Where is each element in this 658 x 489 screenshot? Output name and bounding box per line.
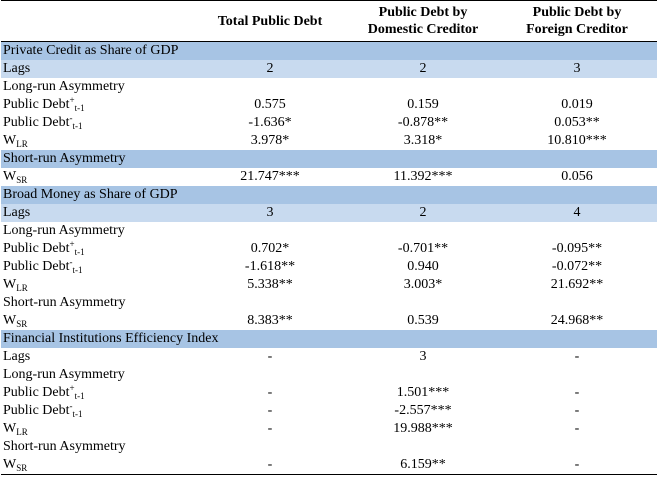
row-label-long-run: Long-run Asymmetry bbox=[3, 367, 125, 382]
cell: 21.747*** bbox=[240, 169, 300, 184]
cell: -0.095** bbox=[551, 241, 603, 256]
cell: -1.618** bbox=[244, 259, 296, 274]
cell: 0.159 bbox=[407, 97, 439, 112]
row-label-wlr: WLR bbox=[3, 133, 28, 149]
cell: 10.810*** bbox=[547, 133, 607, 148]
cell: -1.636* bbox=[248, 115, 292, 130]
results-table: Total Public Debt Public Debt by Domestic… bbox=[1, 0, 657, 475]
table-row: Short-run Asymmetry bbox=[1, 438, 657, 456]
table-row: Long-run Asymmetry bbox=[1, 78, 657, 96]
cell: - bbox=[574, 421, 580, 436]
table-row: Long-run Asymmetry bbox=[1, 366, 657, 384]
table-row: WLR 5.338** 3.003* 21.692** bbox=[1, 276, 657, 294]
section-header-fin-inst: Financial Institutions Efficiency Index bbox=[1, 330, 657, 348]
table-row: Lags 3 2 4 bbox=[1, 204, 657, 222]
cell: 11.392*** bbox=[393, 169, 453, 184]
cell: 3.318* bbox=[403, 133, 443, 148]
cell: 2 bbox=[191, 60, 349, 78]
row-label-lags: Lags bbox=[1, 204, 191, 222]
table-row: Public Debt+t-1 0.575 0.159 0.019 bbox=[1, 96, 657, 114]
row-label-wlr: WLR bbox=[3, 277, 28, 293]
cell: - bbox=[191, 456, 349, 475]
row-label-public-debt-plus: Public Debt+t-1 bbox=[3, 383, 85, 401]
cell: 2 bbox=[349, 60, 497, 78]
cell: 19.988*** bbox=[393, 421, 453, 436]
table-row: Long-run Asymmetry bbox=[1, 222, 657, 240]
cell: 3.003* bbox=[403, 277, 443, 292]
table-row: Public Debt-t-1 - -2.557*** - bbox=[1, 402, 657, 420]
header-total-public-debt: Total Public Debt bbox=[191, 0, 349, 42]
cell: 0.019 bbox=[561, 97, 593, 112]
row-label-lags: Lags bbox=[3, 349, 31, 364]
cell: -2.557*** bbox=[394, 403, 452, 418]
table-row: Short-run Asymmetry bbox=[1, 150, 657, 168]
table-row: Public Debt-t-1 -1.636* -0.878** 0.053** bbox=[1, 114, 657, 132]
row-label-long-run: Long-run Asymmetry bbox=[3, 223, 125, 238]
cell: 3 bbox=[497, 60, 657, 78]
cell: - bbox=[574, 385, 580, 400]
cell: - bbox=[267, 403, 273, 418]
table-row: Public Debt+t-1 0.702* -0.701** -0.095** bbox=[1, 240, 657, 258]
cell: -0.072** bbox=[551, 259, 603, 274]
table-row: WLR - 19.988*** - bbox=[1, 420, 657, 438]
cell: - bbox=[574, 403, 580, 418]
cell: 0.539 bbox=[407, 313, 439, 328]
cell: 6.159** bbox=[349, 456, 497, 475]
cell: 3.978* bbox=[250, 133, 290, 148]
row-label-short-run: Short-run Asymmetry bbox=[3, 439, 126, 454]
header-foreign-creditor: Public Debt by Foreign Creditor bbox=[497, 0, 657, 42]
row-label-short-run: Short-run Asymmetry bbox=[1, 150, 657, 168]
cell: 0.053** bbox=[554, 115, 600, 130]
cell: 0.702* bbox=[250, 241, 290, 256]
cell: - bbox=[497, 456, 657, 475]
row-label-public-debt-minus: Public Debt-t-1 bbox=[3, 401, 83, 419]
section-title: Broad Money as Share of GDP bbox=[1, 186, 657, 204]
row-label-wsr: WSR bbox=[3, 169, 28, 185]
section-title: Private Credit as Share of GDP bbox=[1, 41, 657, 60]
table-row: Lags 2 2 3 bbox=[1, 60, 657, 78]
table-row: Public Debt+t-1 - 1.501*** - bbox=[1, 384, 657, 402]
row-label-short-run: Short-run Asymmetry bbox=[3, 295, 126, 310]
table-row: Public Debt-t-1 -1.618** 0.940 -0.072** bbox=[1, 258, 657, 276]
header-domestic-creditor: Public Debt by Domestic Creditor bbox=[349, 0, 497, 42]
table-row: Lags - 3 - bbox=[1, 348, 657, 366]
row-label-wlr: WLR bbox=[3, 421, 28, 437]
header-row: Total Public Debt Public Debt by Domestic… bbox=[1, 0, 657, 42]
table-row: WSR - 6.159** - bbox=[1, 456, 657, 475]
row-label-lags: Lags bbox=[1, 60, 191, 78]
cell: 24.968** bbox=[550, 313, 604, 328]
section-title: Financial Institutions Efficiency Index bbox=[1, 330, 657, 348]
table-row: WSR 21.747*** 11.392*** 0.056 bbox=[1, 168, 657, 186]
cell: 8.383** bbox=[247, 313, 293, 328]
cell: 0.575 bbox=[254, 97, 286, 112]
cell: - bbox=[574, 349, 580, 364]
row-label-public-debt-minus: Public Debt-t-1 bbox=[3, 113, 83, 131]
cell: 21.692** bbox=[550, 277, 604, 292]
cell: 1.501*** bbox=[396, 385, 450, 400]
cell: 2 bbox=[349, 204, 497, 222]
table-row: WLR 3.978* 3.318* 10.810*** bbox=[1, 132, 657, 150]
row-label-public-debt-minus: Public Debt-t-1 bbox=[3, 257, 83, 275]
cell: -0.701** bbox=[397, 241, 449, 256]
cell: 4 bbox=[497, 204, 657, 222]
cell: - bbox=[267, 349, 273, 364]
cell: 3 bbox=[191, 204, 349, 222]
cell: 0.056 bbox=[561, 169, 593, 184]
cell: -0.878** bbox=[397, 115, 449, 130]
table-row: WSR 8.383** 0.539 24.968** bbox=[1, 312, 657, 330]
row-label-long-run: Long-run Asymmetry bbox=[3, 79, 125, 94]
cell: 3 bbox=[419, 349, 427, 364]
cell: 5.338** bbox=[247, 277, 293, 292]
cell: - bbox=[267, 385, 273, 400]
row-label-wsr: WSR bbox=[3, 313, 28, 329]
table-row: Short-run Asymmetry bbox=[1, 294, 657, 312]
section-header-private-credit: Private Credit as Share of GDP bbox=[1, 41, 657, 60]
section-header-broad-money: Broad Money as Share of GDP bbox=[1, 186, 657, 204]
cell: - bbox=[267, 421, 273, 436]
row-label-public-debt-plus: Public Debt+t-1 bbox=[3, 239, 85, 257]
row-label-public-debt-plus: Public Debt+t-1 bbox=[3, 95, 85, 113]
row-label-wsr: WSR bbox=[1, 456, 191, 475]
header-empty bbox=[1, 0, 191, 42]
cell: 0.940 bbox=[407, 259, 439, 274]
